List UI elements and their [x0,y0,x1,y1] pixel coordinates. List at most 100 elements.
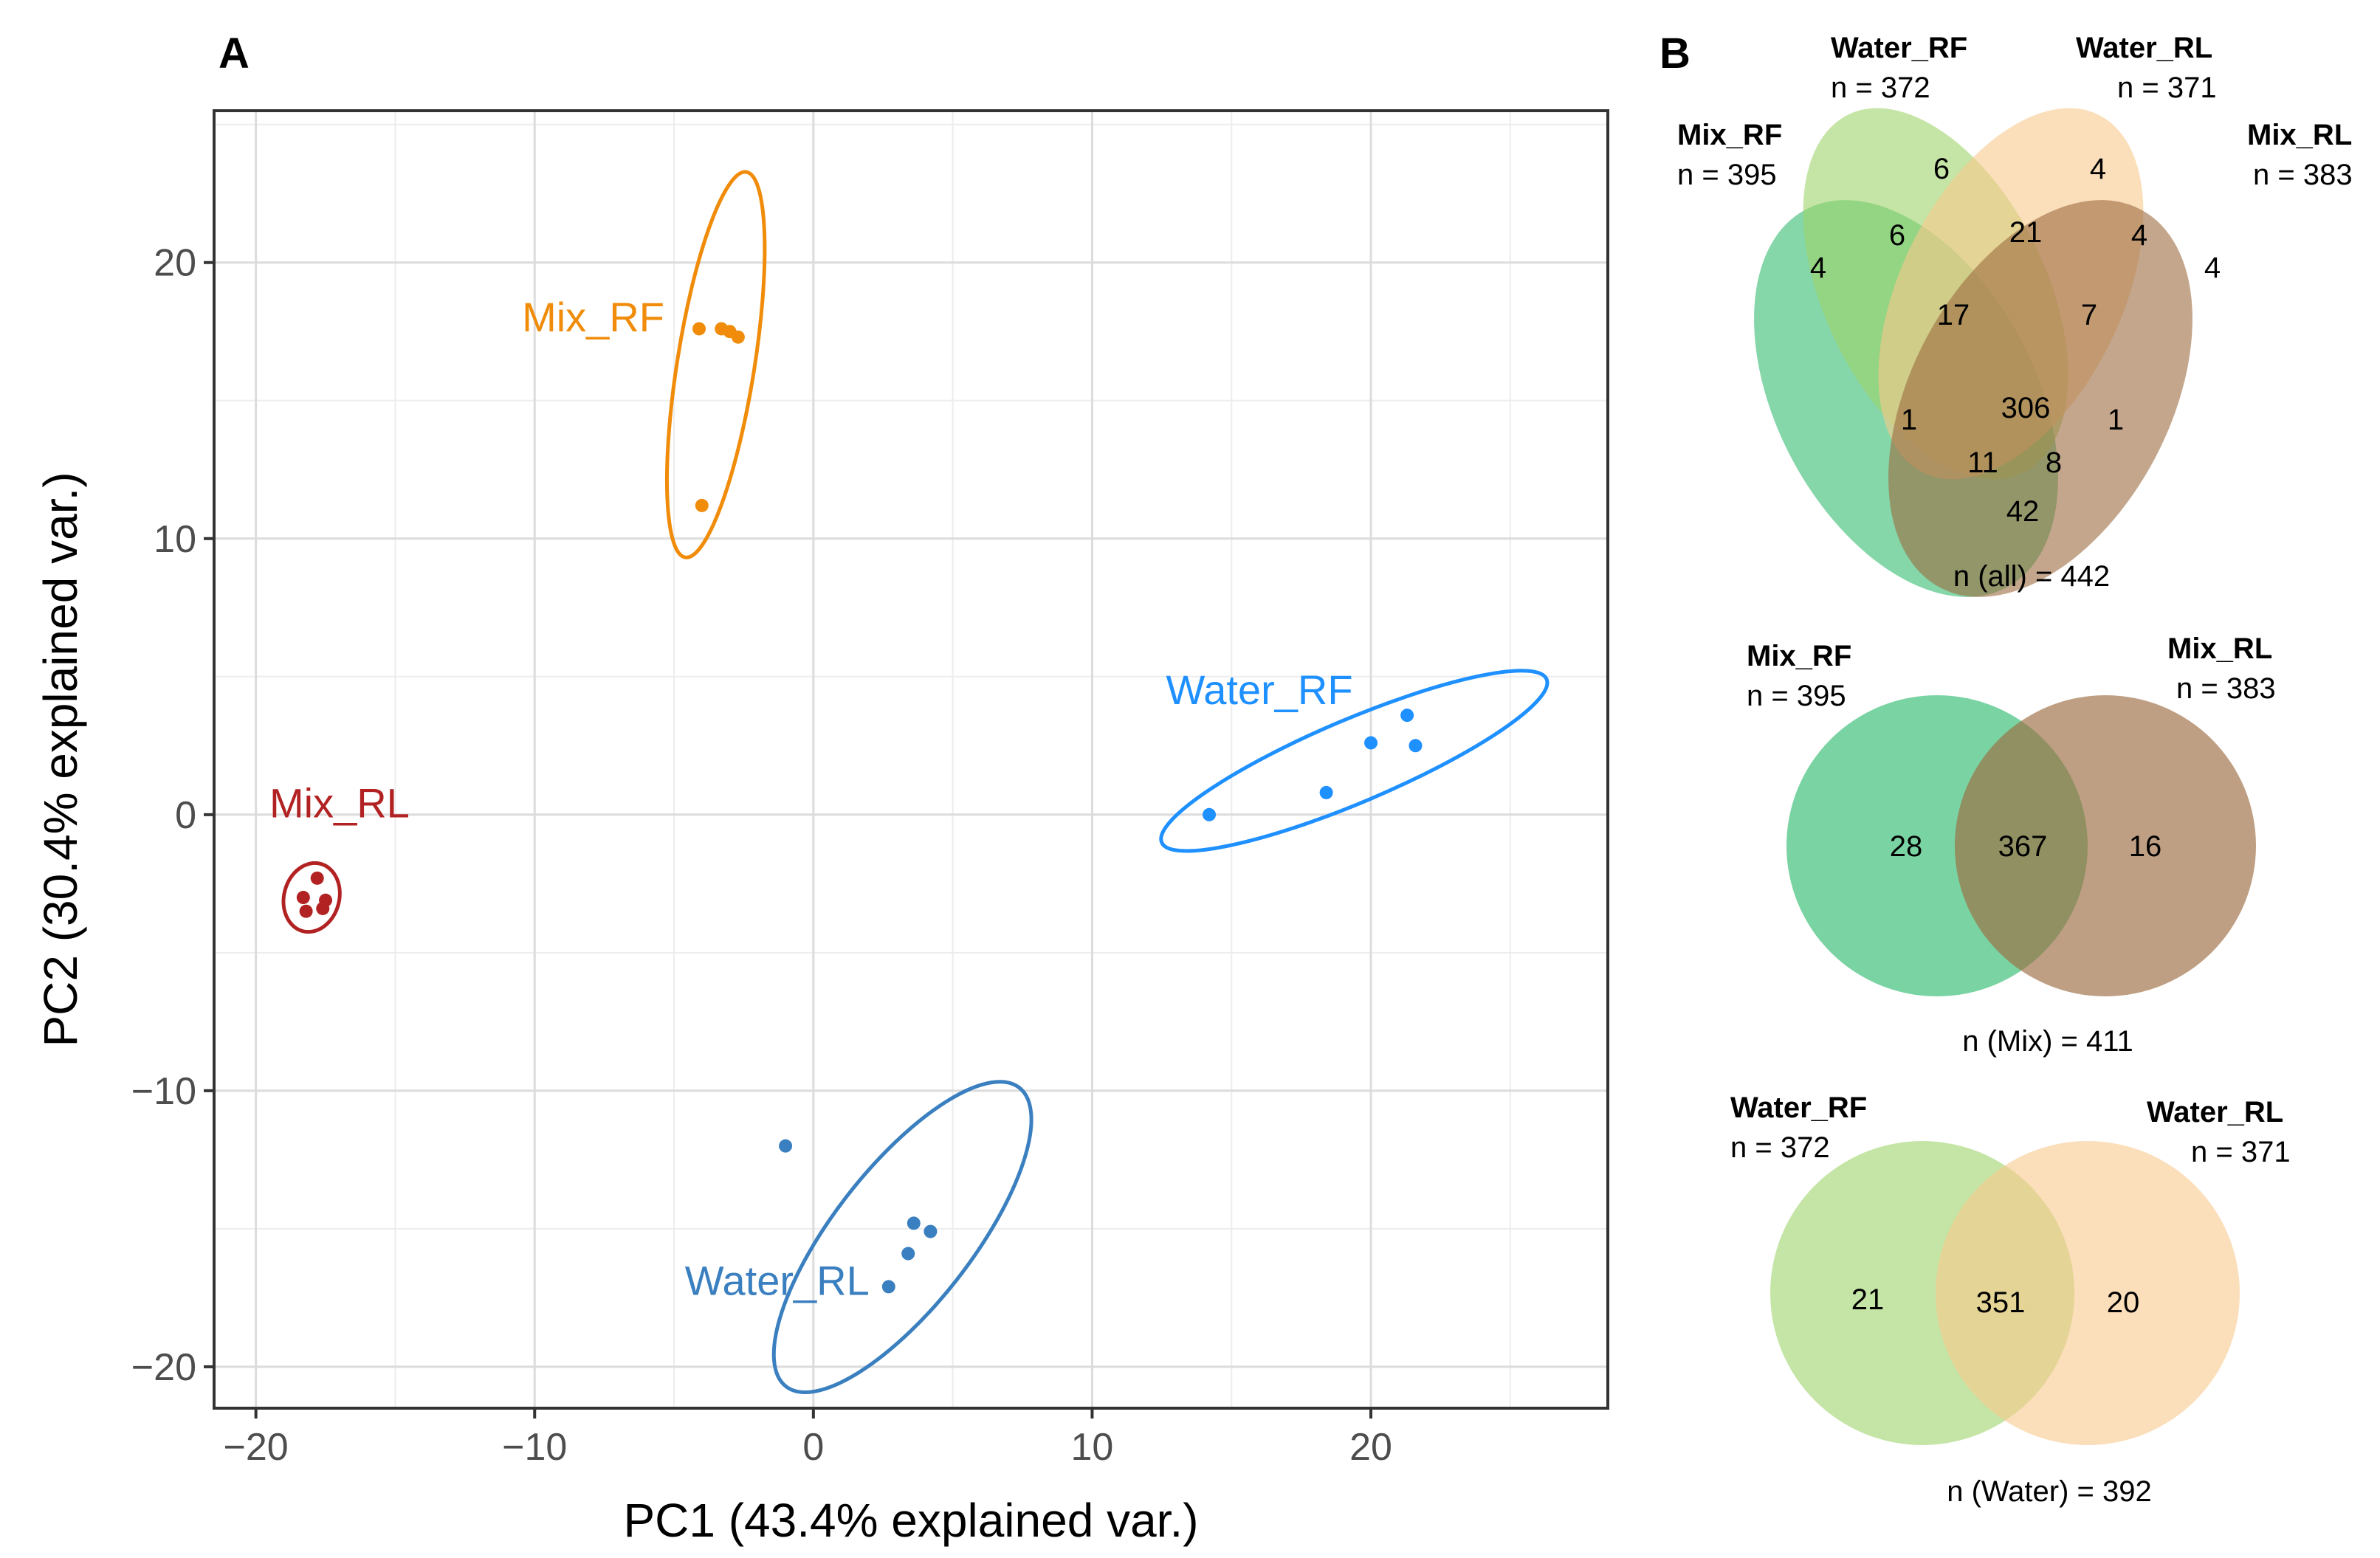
venn-water-region-water-rl-only: 20 [2107,1286,2140,1319]
venn4-set-count-mix-rf: n = 395 [1677,159,1777,191]
venn-mix-set-label-mix-rf: Mix_RF [1747,640,1851,672]
point-mix-rf [731,330,745,344]
venn4-ellipses [1754,108,2192,597]
grid-major [214,111,1608,1408]
ellipse-water-rl [771,1080,1033,1394]
y-tick-label: 10 [154,518,196,561]
venn4-region-mix-rl-only: 4 [2204,252,2221,284]
venn4-region-waterrl-mixrl: 4 [2131,219,2147,252]
venn-mix-region-mix-rf-only: 28 [1890,830,1923,863]
venn4-region-mixrf-waterrl: 1 [1901,404,1917,436]
point-mix-rf [692,322,706,336]
venn4-region-mixrf-waterrf: 6 [1889,219,1905,252]
venn-mix-circle-mix-rl [1955,695,2256,996]
x-tick-label: −20 [224,1426,289,1469]
venn4-ellipse-mix-rl [1888,200,2192,597]
venn4-set-count-water-rf: n = 372 [1831,72,1930,104]
venn-water-region-shared: 351 [1976,1286,2026,1319]
venn4-set-label-mix-rf: Mix_RF [1677,119,1782,151]
point-water-rl [901,1247,915,1261]
venn4-set-label-water-rl: Water_RL [2076,32,2212,64]
venn-mix-region-values: 28 367 16 [1890,830,2162,863]
venn4-region-all-four: 306 [2001,392,2051,424]
venn-panel: B Mix_RF n = 395 Water_RF n = 372 Water_… [1660,30,2353,1508]
y-axis-ticks: −20 −10 0 10 20 [131,242,214,1389]
ellipse-mix-rl [281,861,342,934]
point-water-rl [907,1216,921,1230]
y-tick-label: −10 [131,1070,196,1113]
x-tick-label: −10 [502,1426,567,1469]
y-axis-title: PC2 (30.4% explained var.) [34,472,87,1047]
point-water-rf [1400,709,1414,723]
point-water-rf [1319,785,1333,799]
x-tick-label: 20 [1349,1426,1392,1469]
x-axis-title: PC1 (43.4% explained var.) [623,1494,1198,1547]
venn4-region-water-rl-only: 4 [2090,153,2106,185]
venn4-region-water-rf-only: 6 [1933,153,1950,185]
venn-mix-region-mix-rl-only: 16 [2129,830,2162,863]
pca-panel: A Mix_RF Mix_RL Water_RF Water_RL −20 −10 0 10… [34,30,1609,1547]
venn-water-set-label-water-rl: Water_RL [2147,1096,2283,1128]
point-water-rl [881,1280,895,1294]
venn-mix: Mix_RF n = 395 Mix_RL n = 383 28 367 16 … [1747,632,2276,1058]
venn-mix-set-count-mix-rf: n = 395 [1747,680,1846,712]
venn4-region-mix-rf-only: 4 [1810,252,1826,284]
point-mix-rl [299,904,313,918]
panel-letter-b: B [1660,30,1691,77]
point-water-rf [1203,807,1217,821]
venn4-set-count-mix-rl: n = 383 [2253,159,2353,191]
venn-water-region-water-rf-only: 21 [1851,1283,1885,1316]
venn-water: Water_RF n = 372 Water_RL n = 371 21 351… [1730,1092,2291,1508]
venn-water-region-values: 21 351 20 [1851,1283,2140,1319]
group-label-water-rl: Water_RL [685,1258,870,1304]
venn4-region-mixrf-mixrl: 42 [2006,495,2040,528]
venn4-set-count-water-rl: n = 371 [2117,72,2217,104]
venn4-region-mixrf-waterrf-waterrl: 17 [1937,299,1970,331]
venn4-region-waterrf-mixrl: 1 [2108,404,2124,436]
grid-minor [214,111,1608,1408]
venn-mix-set-label-mix-rl: Mix_RL [2167,632,2272,665]
venn4-region-mixrf-waterrl-mixrl: 11 [1967,447,1998,479]
venn-water-circle-water-rl [1936,1141,2240,1445]
venn4-region-waterrf-waterrl: 21 [2009,216,2043,249]
venn-mix-region-shared: 367 [1998,830,2048,863]
venn4-region-mixrf-waterrf-mixrl: 8 [2046,447,2062,479]
plot-border [213,109,1609,1410]
group-labels: Mix_RF Mix_RL Water_RF Water_RL [269,294,1353,1303]
venn4-total: n (all) = 442 [1953,560,2110,593]
point-mix-rl [310,871,324,885]
point-water-rl [924,1224,938,1238]
x-axis-ticks: −20 −10 0 10 20 [224,1408,1392,1469]
venn-water-set-count-water-rf: n = 372 [1730,1131,1830,1164]
group-label-water-rf: Water_RF [1166,666,1352,713]
ellipse-water-rf [1159,669,1550,853]
venn-water-set-label-water-rf: Water_RF [1730,1092,1867,1124]
point-mix-rl [319,893,333,907]
y-tick-label: 0 [175,794,196,837]
venn4-region-waterrf-waterrl-mixrl: 7 [2081,299,2097,331]
point-water-rl [779,1139,793,1153]
x-tick-label: 0 [802,1426,824,1469]
group-label-mix-rf: Mix_RF [522,294,664,340]
venn4-set-label-mix-rl: Mix_RL [2247,119,2352,151]
venn-mix-total: n (Mix) = 411 [1962,1025,2133,1058]
venn-water-set-count-water-rl: n = 371 [2191,1136,2291,1168]
venn-four-sets: Mix_RF n = 395 Water_RF n = 372 Water_RL… [1677,32,2353,597]
point-mix-rl [296,891,310,905]
panel-letter-a: A [219,30,250,77]
venn-mix-set-count-mix-rl: n = 383 [2176,672,2276,705]
group-label-mix-rl: Mix_RL [269,780,410,827]
point-mix-rf [695,498,709,512]
ellipse-mix-rf [664,170,767,559]
point-water-rf [1409,739,1423,753]
venn4-region-values: 4 6 4 4 6 21 4 17 7 1 306 1 11 8 42 [1810,153,2221,528]
point-water-rf [1364,736,1378,750]
venn4-set-label-water-rf: Water_RF [1831,32,1967,64]
y-tick-label: 20 [154,242,196,285]
x-tick-label: 10 [1071,1426,1114,1469]
confidence-ellipses [281,170,1550,1394]
plot-area [214,111,1608,1408]
score-points [296,322,1423,1294]
y-tick-label: −20 [131,1346,196,1389]
